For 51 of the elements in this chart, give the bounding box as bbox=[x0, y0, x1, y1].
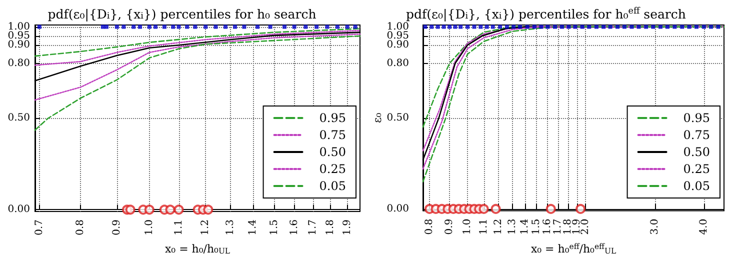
x-tick-label: 0.9 bbox=[111, 219, 122, 236]
legend-label: 0.50 bbox=[319, 145, 346, 159]
x-tick-label: 2.0 bbox=[580, 218, 592, 235]
x-tick-label: 1.2 bbox=[200, 219, 212, 236]
legend-label: 0.95 bbox=[319, 111, 346, 125]
x-tick-label: 0.8 bbox=[424, 218, 436, 235]
y-tick-label: 1.00 bbox=[386, 21, 409, 32]
y-tick-label: 0.90 bbox=[8, 40, 30, 51]
x-tick-label: 1.8 bbox=[325, 219, 336, 236]
x-tick-label: 1.1 bbox=[173, 219, 184, 236]
x-tick-label: 0.7 bbox=[34, 219, 45, 236]
y-tick-label: 0.80 bbox=[8, 58, 30, 69]
y-tick-label: 0.50 bbox=[8, 112, 30, 124]
legend-label: 0.50 bbox=[683, 145, 710, 159]
y-tick-label: 1.00 bbox=[8, 21, 30, 32]
x-tick-label: 1.3 bbox=[224, 219, 236, 236]
y-tick-label: 0.00 bbox=[8, 204, 30, 216]
y-tick-label: 0.00 bbox=[386, 203, 409, 214]
legend-label: 0.75 bbox=[683, 128, 710, 142]
legend-label: 0.05 bbox=[319, 179, 346, 193]
x-tick-label: 1.7 bbox=[552, 218, 564, 235]
x-tick-label: 1.5 bbox=[531, 218, 542, 235]
legend-label: 0.25 bbox=[683, 162, 710, 176]
x-tick-label: 1.4 bbox=[248, 219, 259, 236]
y-tick-label: 0.95 bbox=[8, 30, 30, 42]
x-tick-label: 0.8 bbox=[75, 219, 86, 236]
legend-label: 0.25 bbox=[319, 162, 346, 176]
x-tick-label: 1.9 bbox=[342, 219, 353, 236]
x-tick-label: 1.4 bbox=[519, 218, 530, 235]
legend-label: 0.75 bbox=[319, 128, 346, 142]
y-axis-title: ε₀ bbox=[371, 112, 384, 123]
x-tick-label: 1.0 bbox=[144, 219, 155, 236]
x-tick-label: 3.0 bbox=[649, 218, 660, 235]
legend-label: 0.95 bbox=[683, 111, 710, 125]
y-tick-label: 0.95 bbox=[386, 30, 409, 42]
x-tick-label: 1.0 bbox=[462, 218, 474, 235]
x-tick-label: 1.6 bbox=[542, 218, 554, 235]
x-tick-label: 1.3 bbox=[506, 218, 518, 235]
x-tick-label: 1.7 bbox=[307, 219, 318, 236]
x-tick-label: 1.6 bbox=[288, 219, 300, 236]
y-tick-label: 0.50 bbox=[386, 112, 409, 124]
x-tick-label: 1.5 bbox=[268, 219, 280, 236]
x-tick-label: 1.1 bbox=[478, 218, 490, 235]
x-tick-label: 1.8 bbox=[562, 218, 574, 235]
x-tick-label: 1.2 bbox=[493, 218, 504, 235]
y-tick-label: 0.90 bbox=[386, 40, 409, 51]
y-tick-label: 0.80 bbox=[386, 58, 409, 69]
chart-title: pdf(ε₀|{Di}, {xi}) percentiles for h₀ search bbox=[48, 6, 316, 22]
x-tick-label: 0.9 bbox=[444, 218, 456, 235]
legend-label: 0.05 bbox=[683, 179, 710, 193]
x-tick-label: 4.0 bbox=[698, 218, 710, 235]
